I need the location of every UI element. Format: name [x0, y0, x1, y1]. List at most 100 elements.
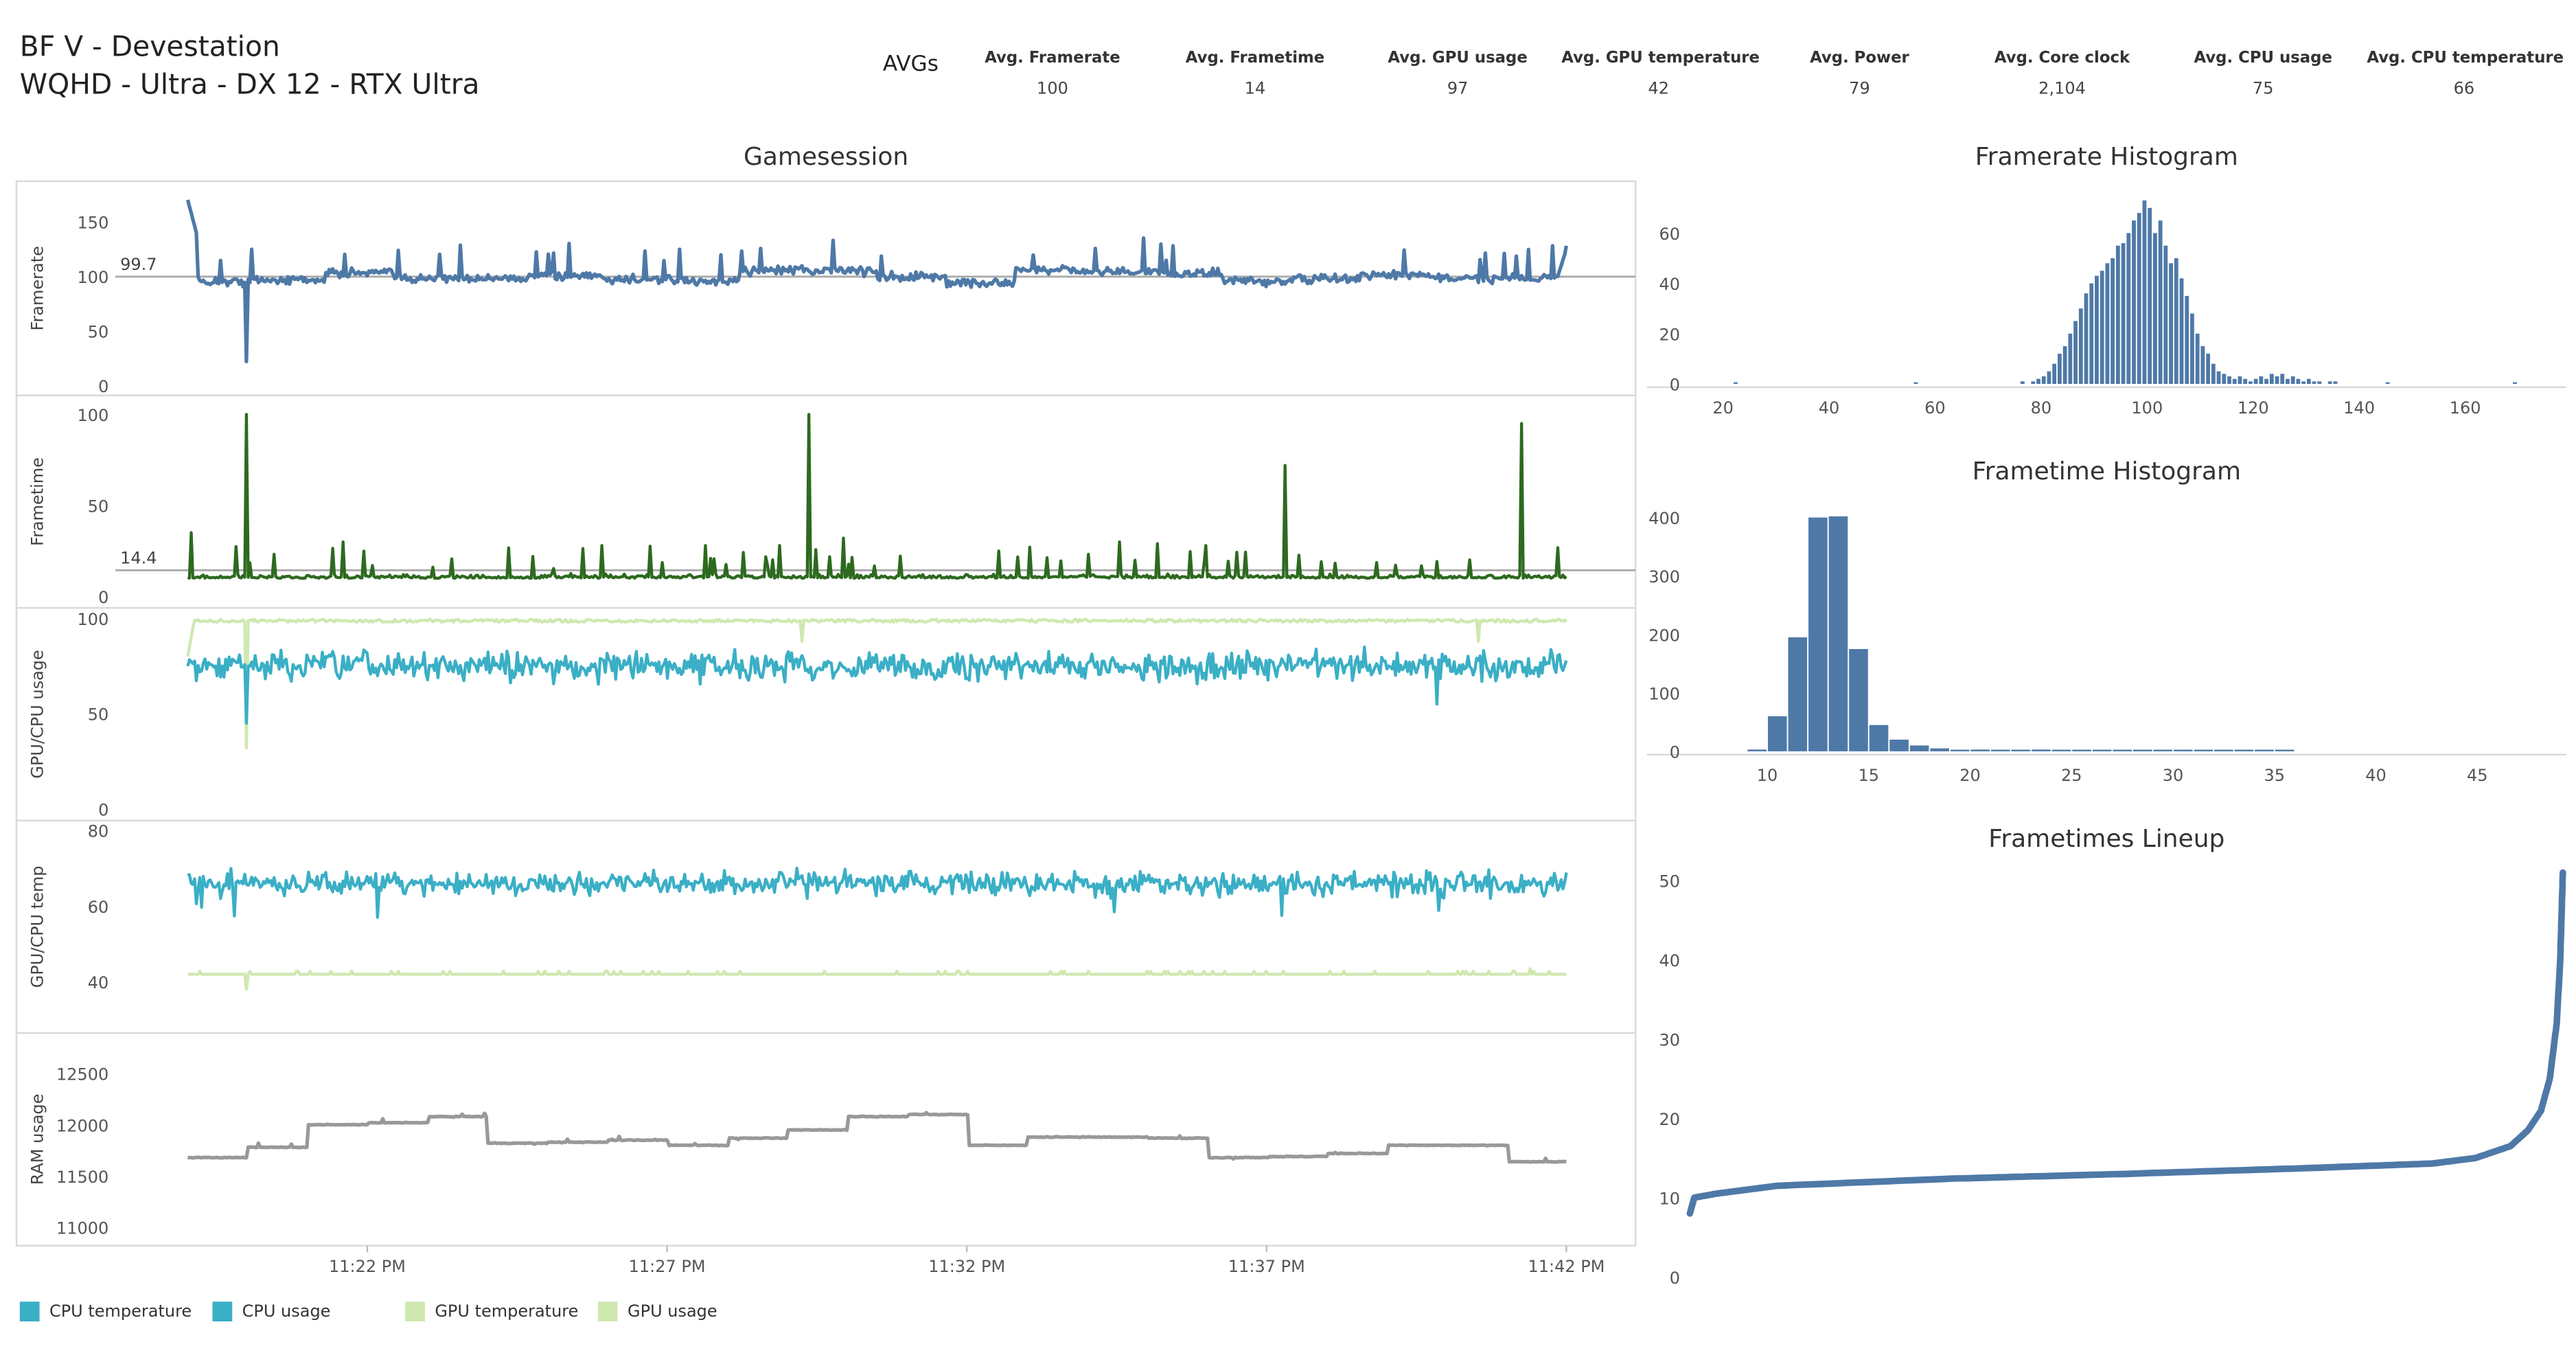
histogram-bar — [2068, 333, 2073, 384]
legend-item-gpu-usage[interactable]: GPU usage — [597, 1301, 717, 1321]
histogram-bar — [2280, 374, 2285, 384]
legend-item-gpu-temperature[interactable]: GPU temperature — [405, 1301, 578, 1321]
histogram-bar — [2211, 363, 2216, 384]
legend-label: GPU temperature — [435, 1302, 579, 1321]
avg-avg-gpu-temperature: Avg. GPU temperature 42 — [1561, 49, 1760, 99]
histogram-bar — [2194, 749, 2213, 751]
y-tick-label: 12000 — [56, 1116, 108, 1135]
y-tick-label: 30 — [1659, 1031, 1680, 1050]
histogram-bar — [2020, 381, 2025, 384]
legend-label: CPU usage — [242, 1302, 331, 1321]
avg-value: 14 — [1244, 80, 1266, 99]
avg-avg-cpu-usage: Avg. CPU usage 75 — [2166, 49, 2360, 99]
series-line-gpu-temperature — [187, 967, 1567, 991]
histogram-bar — [2132, 220, 2136, 384]
y-axis-label: Frametime — [27, 457, 47, 546]
legend-item-cpu-usage[interactable]: CPU usage — [212, 1301, 330, 1321]
y-tick-label: 50 — [88, 322, 109, 341]
histogram-bar — [2032, 749, 2051, 751]
histogram-bar — [2206, 354, 2211, 384]
y-axis-label: GPU/CPU temp — [27, 866, 47, 988]
histogram-bar — [2290, 376, 2295, 384]
histogram-bar — [2084, 293, 2089, 384]
avg-value: 42 — [1648, 80, 1670, 99]
x-tick-label: 20 — [1959, 766, 1981, 785]
histogram-bar — [1869, 725, 1889, 751]
histogram-bar — [2132, 749, 2152, 751]
x-tick-label: 45 — [2467, 766, 2488, 785]
histogram-bar — [1828, 516, 1848, 751]
avg-value: 97 — [1447, 80, 1469, 99]
x-tick-label: 10 — [1757, 766, 1778, 785]
histogram-bar — [2051, 749, 2071, 751]
x-tick-label: 11:37 PM — [1228, 1257, 1305, 1276]
avg-label: Avg. CPU usage — [2194, 49, 2332, 68]
histogram-bar — [2115, 245, 2120, 384]
x-tick-label: 35 — [2264, 766, 2285, 785]
x-tick-label: 25 — [2061, 766, 2082, 785]
avg-label: Avg. CPU temperature — [2367, 49, 2564, 68]
y-tick-label: 40 — [88, 973, 109, 992]
y-tick-label: 100 — [1648, 684, 1680, 703]
avg-value: 75 — [2252, 80, 2274, 99]
legend-item-cpu-temperature[interactable]: CPU temperature — [19, 1301, 192, 1321]
y-tick-label: 150 — [78, 213, 109, 232]
series-line-gpu-usage — [186, 617, 1568, 750]
avgs-label: AVGs — [882, 52, 939, 78]
histogram-bar — [1808, 517, 1828, 751]
legend-swatch — [405, 1301, 425, 1321]
avg-avg-cpu-temperature: Avg. CPU temperature 66 — [2367, 49, 2564, 99]
histogram-bar — [1788, 637, 1808, 751]
avg-value: 2,104 — [2038, 80, 2086, 99]
x-tick-label: 11:22 PM — [329, 1257, 406, 1276]
y-tick-label: 0 — [98, 801, 108, 820]
histogram-bar — [2214, 749, 2233, 751]
histogram-bar — [2385, 382, 2390, 384]
histogram-bar — [2113, 749, 2132, 751]
histogram-bar — [2222, 374, 2227, 384]
y-tick-label: 40 — [1659, 951, 1680, 970]
x-tick-label: 140 — [2343, 398, 2375, 418]
legend-swatch — [597, 1301, 618, 1321]
y-tick-label: 100 — [78, 268, 109, 287]
histogram-bar — [2121, 243, 2126, 384]
histogram-bar — [1767, 716, 1787, 751]
histogram-bar — [2234, 749, 2254, 751]
histogram-bar — [2286, 378, 2290, 384]
y-tick-label: 40 — [1659, 275, 1680, 294]
series-line-ram-usage — [187, 1111, 1567, 1164]
histogram-bar — [2179, 278, 2184, 384]
avg-avg-gpu-usage: Avg. GPU usage 97 — [1361, 49, 1555, 99]
histogram-bar — [1889, 739, 1909, 751]
histogram-bar — [2052, 363, 2057, 384]
y-tick-label: 50 — [88, 705, 109, 725]
histogram-bar — [2153, 233, 2157, 384]
x-tick-label: 160 — [2450, 398, 2481, 418]
histogram-bar — [1991, 749, 2010, 751]
histogram-bar — [2047, 371, 2051, 384]
x-tick-label: 60 — [1924, 398, 1946, 418]
histogram-bar — [2058, 354, 2062, 384]
histogram-bar — [2296, 378, 2301, 384]
y-tick-label: 0 — [1670, 743, 1680, 762]
histogram-bar — [2041, 376, 2046, 384]
histogram-bar — [2253, 378, 2258, 384]
y-tick-label: 20 — [1659, 1110, 1680, 1129]
series-line-frametime — [187, 413, 1567, 580]
reference-line-label: 99.7 — [120, 255, 157, 274]
histogram-bar — [2158, 220, 2163, 384]
gamesession-title: Gamesession — [744, 143, 908, 171]
y-tick-label: 10 — [1659, 1189, 1680, 1208]
histogram-bar — [1734, 382, 1738, 384]
histogram-bar — [2031, 381, 2036, 384]
histogram-bar — [1930, 748, 1949, 751]
x-tick-label: 15 — [1858, 766, 1879, 785]
histogram-bar — [2275, 749, 2295, 751]
series-line-framerate — [185, 199, 1569, 363]
histogram-bar — [2062, 346, 2067, 384]
y-tick-label: 20 — [1659, 325, 1680, 344]
avg-value: 66 — [2453, 80, 2475, 99]
histogram-bar — [2092, 749, 2112, 751]
y-tick-label: 12500 — [56, 1065, 108, 1084]
